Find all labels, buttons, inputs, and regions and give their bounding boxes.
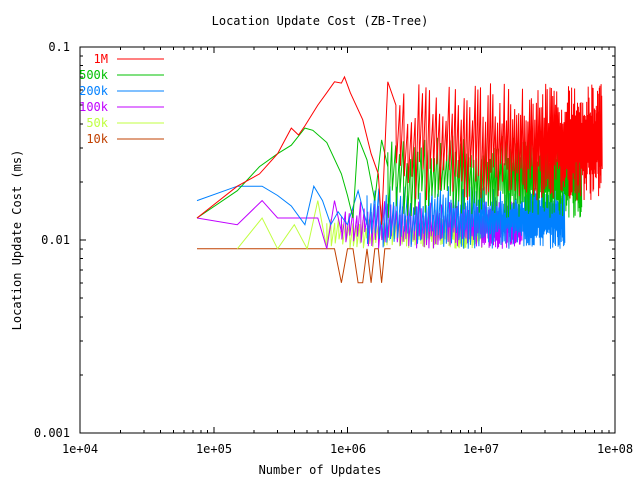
x-tick-label: 1e+05 [195, 442, 233, 456]
legend-label-50k: 50k [86, 116, 108, 130]
x-axis-label: Number of Updates [258, 463, 382, 477]
series-line-10k [197, 248, 391, 284]
x-tick-label: 1e+06 [329, 442, 367, 456]
legend-label-200k: 200k [79, 84, 108, 98]
x-tick-label: 1e+08 [596, 442, 634, 456]
legend-label-1m: 1M [93, 52, 108, 66]
y-tick-label: 0.01 [41, 233, 70, 247]
x-tick-label: 1e+07 [462, 442, 500, 456]
series-line-1m [196, 75, 603, 225]
chart-title: Location Update Cost (ZB-Tree) [211, 14, 429, 28]
legend-label-10k: 10k [86, 132, 108, 146]
legend-label-100k: 100k [79, 100, 108, 114]
x-tick-label: 1e+04 [61, 442, 99, 456]
y-tick-label: 0.001 [33, 426, 70, 440]
y-axis-label: Location Update Cost (ms) [10, 149, 24, 331]
y-tick-label: 0.1 [48, 40, 70, 54]
series-line-200k [196, 184, 566, 249]
axis-ticks [79, 47, 615, 434]
legend-label-500k: 500k [79, 68, 108, 82]
